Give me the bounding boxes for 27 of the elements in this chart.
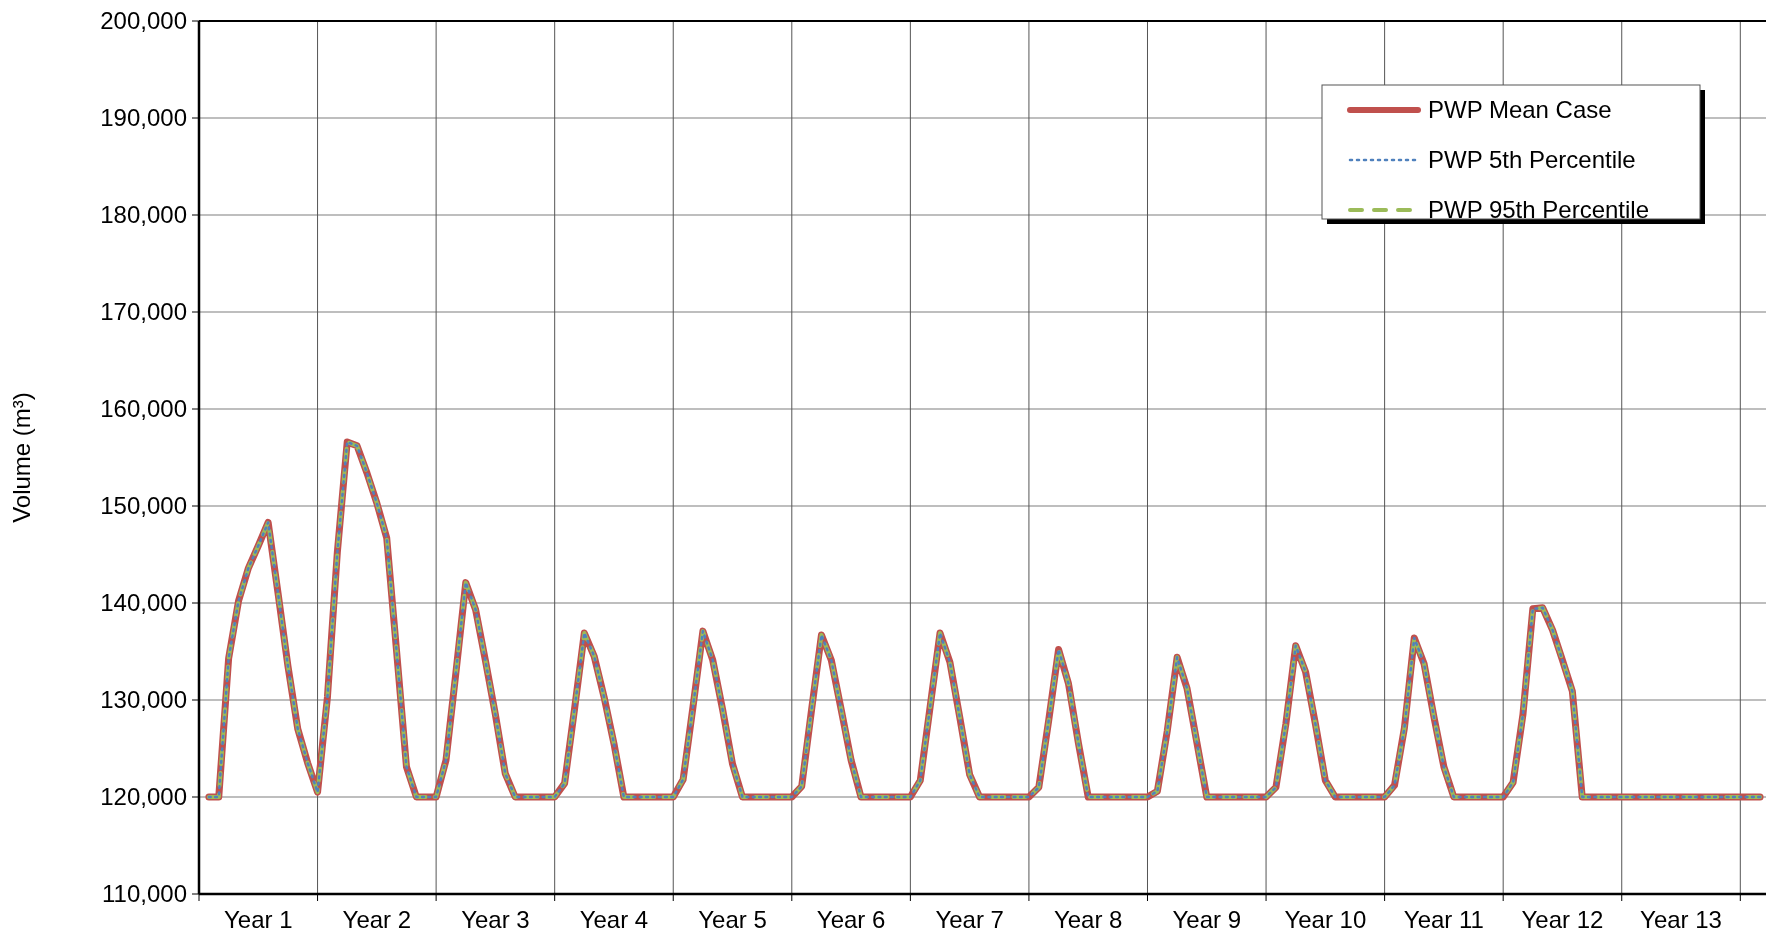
y-tick-label: 140,000 [100,589,187,617]
x-tick-label: Year 8 [1053,906,1123,933]
y-tick-label: 110,000 [102,880,187,908]
x-tick-label: Year 6 [816,906,886,933]
y-axis-title: Volume (m³) [8,392,35,523]
y-tick-label: 180,000 [100,201,187,229]
y-tick-label: 200,000 [100,7,187,35]
x-tick-label: Year 12 [1521,906,1604,933]
x-tick-label: Year 4 [579,906,649,933]
x-tick-label: Year 2 [342,906,412,933]
y-tick-label: 190,000 [100,104,187,132]
x-tick-label: Year 9 [1172,906,1242,933]
x-tick-label: Year 5 [698,906,767,933]
y-tick-label: 160,000 [100,395,187,423]
y-tick-label: 170,000 [100,298,187,326]
x-tick-label: Year 1 [224,906,293,933]
legend-label: PWP 5th Percentile [1428,146,1636,174]
legend-label: PWP 95th Percentile [1428,196,1650,224]
legend-label: PWP Mean Case [1428,96,1612,124]
x-tick-label: Year 7 [935,906,1004,933]
y-tick-label: 120,000 [100,783,187,811]
x-tick-label: Year 13 [1640,906,1722,933]
y-tick-label: 130,000 [100,686,187,714]
x-tick-label: Year 3 [461,906,530,933]
x-tick-label: Year 10 [1284,906,1367,933]
x-tick-label: Year 11 [1403,906,1484,933]
y-tick-label: 150,000 [100,492,187,520]
